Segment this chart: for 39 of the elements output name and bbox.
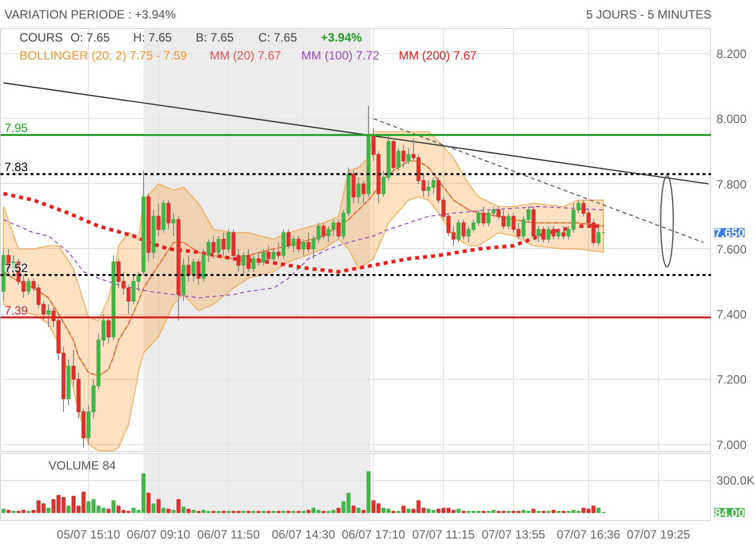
text: VOLUME 84: [48, 458, 116, 472]
bar: [156, 499, 160, 513]
y-tick-label: 84.00: [714, 506, 745, 520]
bar: [552, 510, 556, 513]
bar: [46, 508, 50, 513]
bar: [66, 506, 70, 513]
bar: [172, 510, 176, 513]
bar: [166, 508, 170, 513]
bar: [532, 508, 536, 513]
x-tick-label: 06/07 17:10: [342, 528, 406, 542]
x-tick-label: 06/07 11:50: [197, 528, 260, 542]
bar: [456, 508, 460, 513]
bar: [336, 508, 340, 513]
bar: [6, 510, 10, 513]
y-tick-label: 300.0K: [716, 473, 755, 488]
x-tick-label: 05/07 15:10: [56, 528, 121, 542]
x-tick-label: 07/07 13:55: [482, 528, 546, 542]
bar: [352, 506, 356, 513]
bar: [146, 492, 150, 513]
bar: [112, 500, 116, 513]
bar: [402, 506, 406, 513]
bar: [182, 506, 186, 513]
bar: [366, 471, 370, 513]
x-tick-label: 06/07 14:30: [272, 528, 336, 542]
bar: [192, 510, 196, 513]
bar: [186, 508, 190, 513]
bar: [162, 508, 166, 513]
x-tick-label: 07/07 16:36: [556, 528, 621, 542]
bar: [106, 508, 110, 513]
x-tick-label: 07/07 11:15: [412, 528, 476, 542]
bar: [356, 508, 360, 513]
bar: [2, 508, 6, 513]
bar: [152, 503, 156, 513]
bar: [362, 510, 366, 513]
x-tick-label: 07/07 19:25: [626, 528, 691, 542]
bar: [176, 499, 180, 513]
bar: [306, 510, 310, 513]
bar: [406, 508, 410, 513]
x-tick-label: 06/07 09:10: [126, 528, 191, 542]
